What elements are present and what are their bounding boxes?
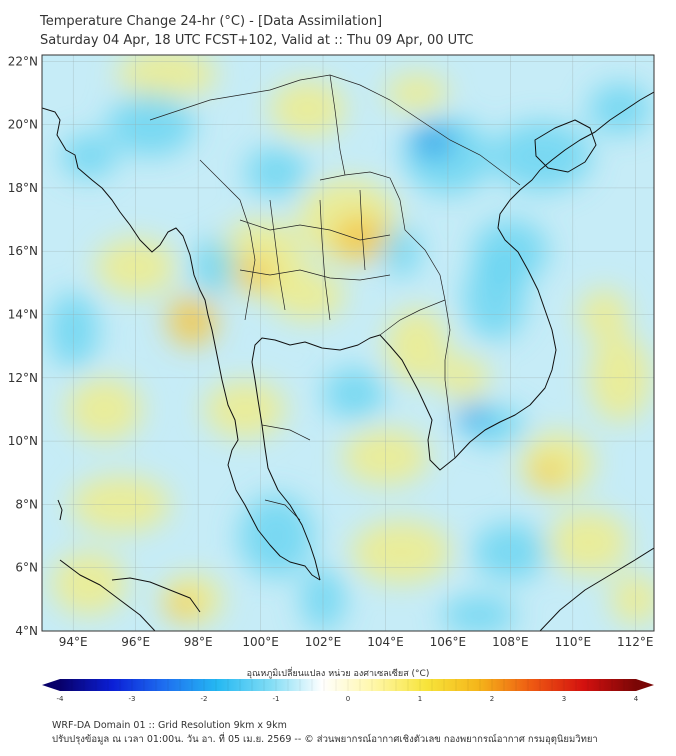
lat-label: 10°N — [8, 434, 38, 448]
latitude-labels: 22°N 20°N 18°N 16°N 14°N 12°N 10°N 8°N 6°N 4°N — [8, 54, 38, 638]
coastlines — [42, 91, 654, 631]
field-blob-12 — [235, 257, 273, 290]
island-hainan — [534, 119, 597, 173]
chart-title: Temperature Change 24-hr (°C) - [Data As… — [40, 12, 473, 50]
border-malaysia-internal — [264, 499, 301, 521]
colorbar-segments — [71, 679, 625, 691]
field-blob-0 — [116, 55, 217, 100]
lon-label: 98°E — [184, 635, 213, 649]
lat-label: 22°N — [8, 54, 38, 68]
graticule — [42, 55, 654, 631]
field-blob-25 — [532, 460, 564, 486]
footer-line-1: WRF-DA Domain 01 :: Grid Resolution 9km … — [52, 720, 287, 731]
field-blob-8 — [588, 83, 651, 135]
colorbar-tick-label: -2 — [201, 695, 208, 703]
lat-label: 6°N — [15, 561, 38, 575]
field-blob-13 — [269, 270, 345, 321]
colorbar-tick-label: 0 — [346, 695, 350, 703]
longitude-labels: 94°E 96°E 98°E 100°E 102°E 104°E 106°E 108°E 110… — [59, 635, 654, 649]
field-blob-15 — [166, 295, 217, 347]
field-blob-20 — [385, 308, 448, 385]
colorbar-body — [60, 679, 636, 691]
lon-label: 108°E — [492, 635, 529, 649]
colorbar-tick-label: -4 — [57, 695, 65, 703]
field-blob-2 — [385, 74, 448, 112]
province-lines-3 — [269, 199, 286, 311]
lat-label: 18°N — [8, 181, 38, 195]
footer: WRF-DA Domain 01 :: Grid Resolution 9km … — [52, 719, 598, 747]
colorbar-tick-label: 3 — [562, 695, 566, 703]
field-blob-19 — [463, 257, 526, 340]
coast-sumatra-east — [111, 577, 201, 613]
colorbar-title: อุณหภูมิเปลี่ยนแปลง หน่วย องศาเซลเซียส (… — [246, 669, 430, 679]
colorbar: -4 -3 -2 -1 0 1 2 3 4 — [42, 679, 654, 703]
province-lines-5 — [359, 189, 366, 271]
lon-label: 112°E — [617, 635, 654, 649]
colorbar-tick-label: -3 — [129, 695, 136, 703]
border-myanmar-thai — [199, 159, 256, 321]
province-lines-4 — [319, 199, 331, 321]
title-line-2: Saturday 04 Apr, 18 UTC FCST+102, Valid … — [40, 33, 474, 48]
field-blob-10 — [332, 216, 389, 261]
province-lines-1 — [239, 219, 391, 241]
title-line-1: Temperature Change 24-hr (°C) - [Data As… — [40, 14, 383, 29]
field-blob-23 — [457, 403, 489, 429]
field-blob-36 — [238, 494, 314, 578]
admin-borders — [149, 74, 521, 521]
lon-label: 104°E — [367, 635, 404, 649]
island-andaman — [57, 499, 63, 521]
field-blob-29 — [204, 381, 286, 438]
coast-china — [539, 91, 654, 171]
coast-gulf — [251, 169, 557, 581]
border-thai-laos — [319, 171, 451, 361]
colorbar-min-arrow — [42, 679, 60, 691]
coast-sumatra — [59, 559, 156, 631]
border-north — [149, 74, 521, 186]
colorbar-tick-label: 4 — [634, 695, 639, 703]
field-blob-41 — [610, 574, 654, 625]
field-blob-35 — [166, 593, 199, 619]
lat-label: 16°N — [8, 244, 38, 258]
colorbar-ticks: -4 -3 -2 -1 0 1 2 3 4 — [57, 695, 639, 703]
colorbar-tick-label: 1 — [418, 695, 422, 703]
field-blob-43 — [323, 368, 386, 419]
lon-label: 94°E — [59, 635, 88, 649]
colorbar-tick-label: -1 — [273, 695, 280, 703]
border-thai-malaysia — [261, 424, 311, 441]
field-blob-6 — [410, 124, 455, 157]
lon-label: 110°E — [555, 635, 592, 649]
field-blob-1 — [269, 80, 345, 138]
map-area — [42, 55, 654, 631]
border-cambodia-vietnam — [444, 360, 456, 459]
lat-label: 14°N — [8, 308, 38, 322]
colorbar-max-arrow — [636, 679, 654, 691]
lat-label: 20°N — [8, 118, 38, 132]
field-blob-16 — [191, 238, 236, 296]
field-blob-3 — [60, 134, 117, 179]
border-thai-cambodia — [379, 299, 446, 336]
field-blob-38 — [351, 520, 452, 584]
coast-borneo — [539, 547, 654, 631]
lat-label: 4°N — [15, 624, 38, 638]
border-laos-internal — [329, 74, 346, 176]
field-blob-7 — [491, 121, 592, 192]
field-blob-42 — [441, 596, 517, 631]
colorbar-tick-label: 2 — [490, 695, 494, 703]
lon-label: 96°E — [121, 635, 150, 649]
field-blob-40 — [547, 510, 630, 574]
province-lines-2 — [239, 269, 391, 281]
map-frame — [41, 54, 655, 632]
footer-line-2: ปรับปรุงข้อมูล ณ เวลา 01:00น. วัน อา. ที… — [52, 734, 598, 745]
coast-west — [42, 107, 321, 581]
lat-label: 8°N — [15, 497, 38, 511]
lon-label: 102°E — [305, 635, 342, 649]
field-blob-30 — [66, 377, 142, 442]
lon-label: 106°E — [430, 635, 467, 649]
lat-label: 12°N — [8, 371, 38, 385]
lon-label: 100°E — [242, 635, 279, 649]
field-blob-44 — [245, 146, 308, 198]
